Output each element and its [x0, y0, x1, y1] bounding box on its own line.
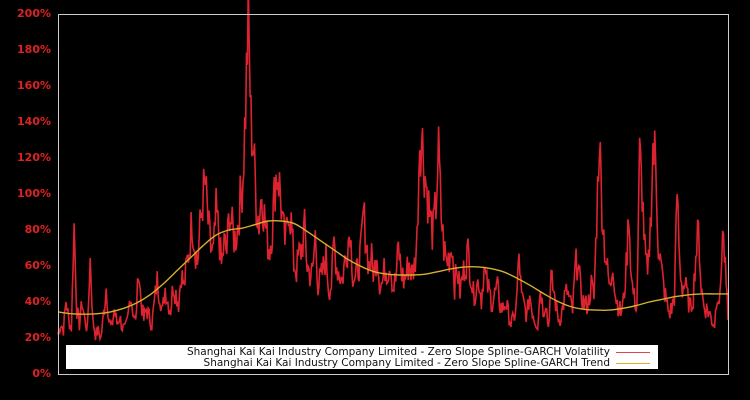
- y-tick-label: 140%: [17, 115, 51, 128]
- legend-label-trend: Shanghai Kai Kai Industry Company Limite…: [203, 357, 610, 369]
- y-tick-label: 40%: [24, 295, 51, 308]
- plot-background: [58, 14, 728, 374]
- y-tick-label: 80%: [24, 223, 51, 236]
- trend-series: [57, 219, 728, 315]
- legend-label-volatility: Shanghai Kai Kai Industry Company Limite…: [186, 346, 610, 358]
- y-tick-label: 200%: [17, 7, 51, 20]
- legend-swatch-volatility: [616, 351, 650, 353]
- y-tick-label: 20%: [24, 331, 51, 344]
- y-tick-label: 160%: [17, 79, 51, 92]
- y-tick-label: 120%: [17, 151, 51, 164]
- y-tick-label: 0%: [32, 367, 51, 380]
- trend-line: [57, 219, 728, 315]
- legend: Shanghai Kai Kai Industry Company Limite…: [66, 345, 658, 369]
- legend-swatch-trend: [616, 362, 650, 364]
- volatility-line: [57, 0, 729, 342]
- plot-frame: [58, 14, 729, 375]
- y-tick-label: 60%: [24, 259, 51, 272]
- volatility-series: [57, 0, 729, 342]
- legend-item-volatility: Shanghai Kai Kai Industry Company Limite…: [187, 346, 650, 358]
- legend-item-trend: Shanghai Kai Kai Industry Company Limite…: [204, 357, 650, 369]
- y-tick-label: 100%: [17, 187, 51, 200]
- y-tick-label: 180%: [17, 43, 51, 56]
